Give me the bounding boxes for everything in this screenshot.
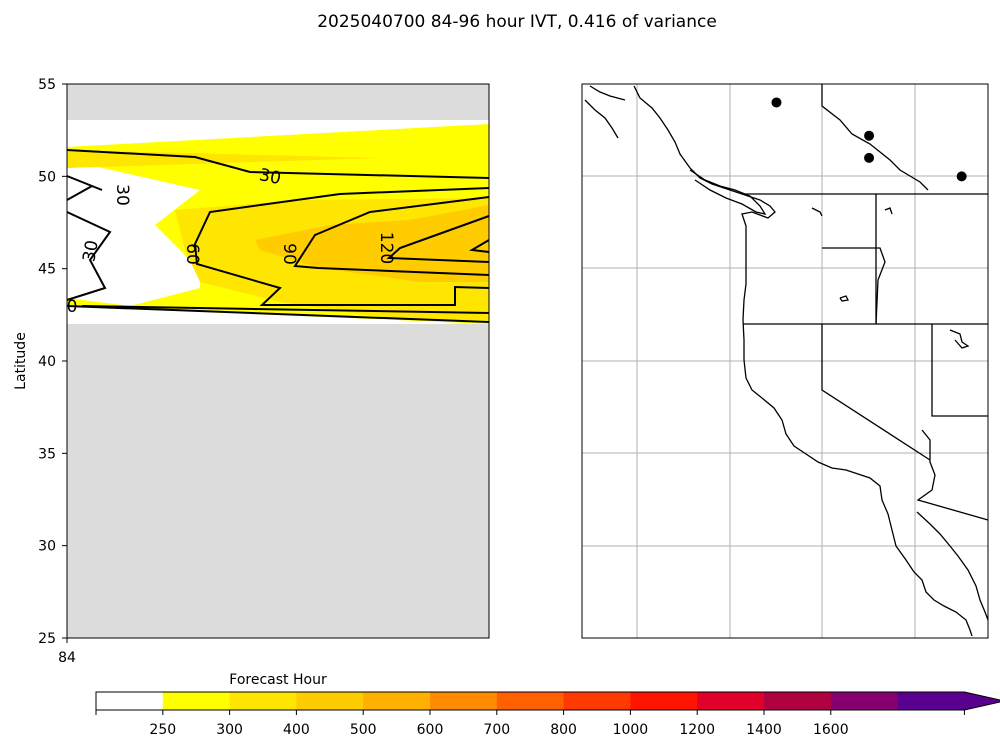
- y-axis-label: Latitude: [13, 332, 29, 390]
- colorbar-outline: [95, 691, 1000, 711]
- coastline-vancouver-island: [689, 169, 767, 215]
- lake-outline: [884, 207, 893, 215]
- coastline-bc-islands: [589, 85, 626, 101]
- ivt-filled-contours: [67, 124, 489, 324]
- y-tick-label: 25: [38, 631, 56, 647]
- contour-line-30-north: [66, 149, 490, 179]
- station-marker: [956, 171, 967, 182]
- x-tick-label: 84: [58, 650, 76, 666]
- colorbar-tick-label: 1400: [746, 722, 782, 738]
- y-tick-label: 35: [38, 446, 56, 462]
- colorbar-tick-label: 400: [283, 722, 310, 738]
- y-axis-ticks: 25 30 35 40 45 50 55: [38, 77, 67, 647]
- colorbar-segment: [162, 692, 231, 710]
- state-border: [822, 247, 886, 325]
- colorbar-segment: [430, 692, 498, 710]
- lake-outline: [949, 329, 970, 349]
- lake-outline: [839, 295, 849, 302]
- missing-data-south: [67, 324, 489, 638]
- ivt-contour-lines: [66, 149, 490, 323]
- contour-labels: 30 30 30 60 90 120 0: [67, 165, 396, 317]
- colorbar-tick-label: 1000: [613, 722, 649, 738]
- contour-line-south: [66, 305, 490, 323]
- colorbar-segment: [363, 692, 431, 710]
- map-gridlines: [582, 84, 988, 638]
- station-marker: [771, 97, 782, 108]
- x-axis-label: Forecast Hour: [229, 672, 327, 688]
- colorbar-tick-label: 1200: [679, 722, 715, 738]
- left-panel: 30 30 30 60 90 120 0 25 30 35 40 45 50 55 84 L…: [13, 77, 490, 688]
- station-marker: [864, 130, 875, 141]
- missing-data-north: [67, 84, 489, 120]
- contour-label: 90: [279, 243, 299, 265]
- map-borders: [584, 84, 989, 637]
- colorbar-segment: [630, 692, 698, 710]
- contour-line-0: [81, 305, 490, 314]
- contour-label: 30: [257, 165, 282, 189]
- colorbar-segment: [296, 692, 364, 710]
- colorbar-segment: [563, 692, 631, 710]
- contour-line-120-tip: [468, 239, 490, 253]
- contour-label: 0: [67, 297, 78, 317]
- coastline-baja-inner: [916, 511, 989, 621]
- lake-outline: [811, 207, 823, 217]
- y-tick-label: 40: [38, 354, 56, 370]
- right-panel: [581, 83, 989, 639]
- colorbar-tick-label: 800: [550, 722, 577, 738]
- colorbar-tick-label: 600: [417, 722, 444, 738]
- colorbar-tick-label: 250: [149, 722, 176, 738]
- state-border: [916, 429, 989, 521]
- colorbar-tick-label: 300: [216, 722, 243, 738]
- y-tick-label: 50: [38, 169, 56, 185]
- colorbar-segment: [496, 692, 565, 710]
- contour-line-30-west: [66, 185, 93, 201]
- state-border: [821, 324, 931, 461]
- colorbar: 250 300 400 500 600 700 800 1000 1200 1400 1600: [95, 691, 1000, 738]
- station-markers: [771, 97, 967, 182]
- y-tick-label: 30: [38, 539, 56, 555]
- colorbar-segment: [697, 692, 765, 710]
- colorbar-tick-label: 700: [483, 722, 510, 738]
- y-tick-label: 45: [38, 262, 56, 278]
- contour-line-120: [386, 215, 490, 263]
- contour-label: 120: [376, 232, 396, 264]
- contour-label: 30: [112, 184, 132, 206]
- map-frame: [581, 83, 989, 639]
- colorbar-tick-label: 1600: [813, 722, 849, 738]
- figure-title: 2025040700 84-96 hour IVT, 0.416 of vari…: [317, 12, 717, 32]
- colorbar-segment: [830, 692, 899, 710]
- contour-label: 60: [182, 243, 202, 265]
- coastline: [633, 85, 973, 637]
- contour-line-60: [193, 187, 490, 306]
- contour-label: 30: [79, 239, 102, 264]
- colorbar-segment: [96, 692, 164, 710]
- colorbar-extend-arrow: [897, 692, 1000, 710]
- station-marker: [864, 152, 875, 163]
- colorbar-tick-label: 500: [350, 722, 377, 738]
- colorbar-segment: [764, 692, 832, 710]
- contour-line-30-inner: [66, 211, 112, 301]
- colorbar-segment: [229, 692, 297, 710]
- national-border: [821, 84, 929, 191]
- y-tick-label: 55: [38, 77, 56, 93]
- state-border: [931, 324, 988, 417]
- contour-line-30-west: [66, 175, 103, 191]
- coastline-bc-islands: [584, 99, 619, 139]
- contour-line-90: [293, 196, 490, 276]
